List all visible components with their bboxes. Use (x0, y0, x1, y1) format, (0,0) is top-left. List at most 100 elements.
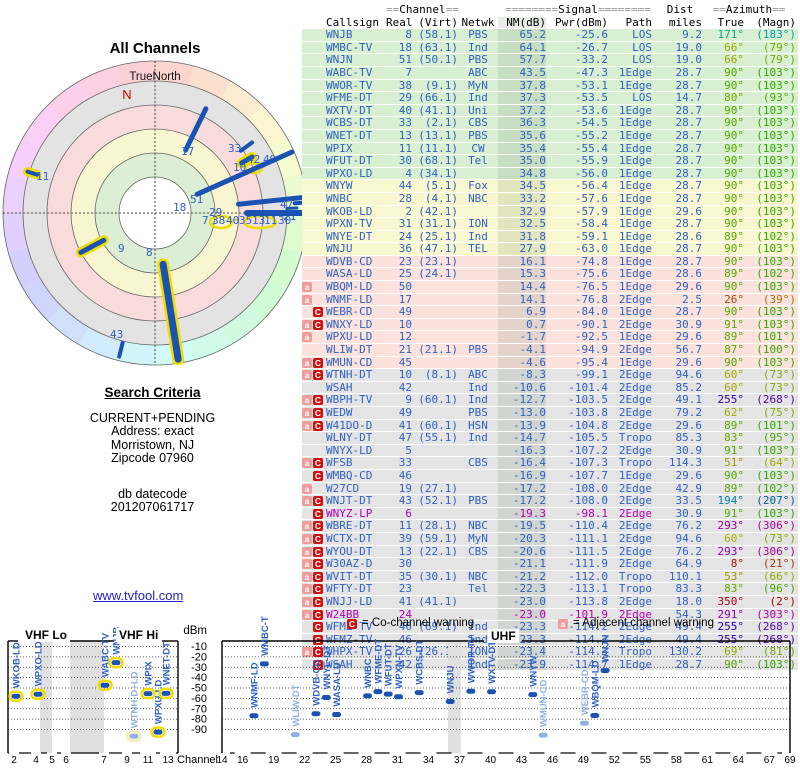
callsign-cell: WFUT-DT (326, 154, 373, 168)
co-channel-warning-icon: C (347, 618, 357, 629)
search-criteria-heading: Search Criteria (104, 385, 201, 400)
table-header-columns: Callsign Real (Virt) Netwk NM(dB) Pwr(dBm) Pat… (302, 16, 798, 30)
co-channel-warning-icon: C (313, 571, 323, 582)
adjacent-channel-warning-icon: a (302, 420, 312, 431)
channel-tick-label: 55 (640, 755, 652, 766)
callsign-cell: WNYW (326, 179, 353, 193)
co-channel-warning-icon: C (313, 370, 323, 381)
co-channel-warning-icon: C (313, 546, 323, 557)
radar-signal-bar (117, 341, 125, 359)
radar-sector (221, 81, 263, 120)
table-row: a C W30AZ-D 30 -21.1 -111.9 2Edge 64.9 8° (21°) (302, 558, 798, 571)
table-row: a C WYOU-DT 13 (22.1) CBS -20.6 -111.5 2Edge 76.2… (302, 544, 798, 559)
table-row: WNYE-DT 24 (25.1) Ind 31.8 -59.1 1Edge 28.6 89°(… (302, 231, 798, 244)
table-row: a WPXU-LD 12 -1.7 -92.5 1Edge 29.6 89° (101°) (302, 331, 798, 345)
station-label: WCBS-DT (415, 640, 426, 685)
station-signal-bar (259, 661, 269, 667)
table-row: WNJN 51 (50.1) PBS 57.7 -33.2 LOS 19.0 66° (79°) (302, 54, 798, 67)
adjacent-channel-warning-icon: a (302, 571, 312, 582)
table-row: CWFMZ-TV46(69.1)Ind-23.3-114.22Edge49.42… (302, 621, 798, 634)
station-signal-bar (363, 693, 373, 699)
callsign-cell: WPIX (326, 141, 353, 155)
channel-tick-label: 16 (237, 755, 249, 766)
channel-tick-label: 19 (268, 755, 280, 766)
callsign-cell: WMUN-CD (326, 355, 373, 369)
table-row: a C WBPH-TV 9 (60.1) Ind -12.7 -103.5 2Edge 49.1 2… (302, 394, 798, 407)
station-signal-bar (129, 733, 139, 739)
search-address: Address: exact (111, 424, 194, 438)
station-signal-bar (394, 694, 404, 700)
station-label: WMUN-CD (539, 679, 550, 727)
callsign-cell: WTNH-DT (326, 368, 373, 382)
channel-tick-label: 22 (299, 755, 311, 766)
station-label: WNJU (446, 665, 457, 693)
channel-tick-label: 9 (124, 755, 130, 766)
table-row: WNJU 36 (47.1) TEL 27.9 -63.0 1Edge 28.7 90° (103… (302, 243, 798, 256)
station-signal-bar (153, 729, 163, 735)
callsign-cell: WBPH-TV (326, 393, 373, 407)
table-row: a W27CD 19 (27.1) -17.2 -108.0 2Edge 42.9 89° (10… (302, 482, 798, 496)
callsign-cell: WBQM-LD (326, 280, 373, 294)
radar-channel-label: 43 (110, 328, 123, 341)
station-label: WTNH-D+LD (130, 671, 141, 728)
callsign-cell: WNYZ-LP (326, 506, 373, 520)
adjacent-channel-warning-icon: a (302, 496, 312, 507)
co-channel-warning-icon: C (313, 470, 323, 481)
station-label: WNBC (363, 658, 374, 688)
channel-tick-label: 49 (578, 755, 590, 766)
table-row: a C WFSB 33 CBS -16.4 -107.3 Tropo 114.3 51° (64°) (302, 457, 798, 470)
radar-sector (79, 66, 121, 99)
callsign-cell: WFSB (326, 456, 353, 470)
channel-tick-label: 6 (63, 755, 69, 766)
table-row: a C WHPX-TV 26 (26.1) ION -23.4 -114.3 Tropo 130.… (302, 646, 798, 659)
channel-tick-label: 67 (764, 755, 776, 766)
channel-axis-label: Channel (177, 754, 218, 766)
radar-signal-bar (159, 260, 182, 363)
channel-tick-label: 52 (609, 755, 621, 766)
radar-signal-bar (238, 140, 255, 153)
callsign-cell: WNJB (326, 28, 353, 42)
co-channel-warning-icon: C (313, 634, 323, 645)
station-label: WEBR-CD (580, 669, 591, 715)
station-signal-bar (383, 691, 393, 697)
radar-sector (23, 279, 62, 321)
callsign-cell: WNJT-DT (326, 494, 373, 508)
co-channel-warning-icon: C (313, 521, 323, 532)
table-row: WLNY-DT 47 (55.1) Ind -14.7 -105.5 Tropo 85.3 83… (302, 432, 798, 445)
callsign-cell: WMBC-TV (326, 40, 373, 54)
station-label: WABC-TV (101, 632, 112, 677)
station-signal-bar (100, 682, 110, 688)
radar-signal-bar (239, 154, 255, 166)
station-label: WASA-LD (332, 662, 343, 706)
tvfool-website-link[interactable]: www.tvfool.com (93, 588, 184, 603)
station-label: WPXU-LD (154, 680, 165, 724)
table-row: a C WFTY-DT 23 Tel -22.3 -113.1 Tropo 83.3 83° (96… (302, 583, 798, 596)
table-row: WNYX-LD 5 -16.3 -107.2 2Edge 30.9 91° (103°) (302, 445, 798, 458)
callsign-cell: WYOU-DT (326, 544, 373, 558)
callsign-cell: WFME-DT (326, 91, 373, 105)
channel-tick-label: 11 (143, 755, 154, 766)
radar-channel-label: 35 (239, 214, 252, 227)
table-row: a C WNXY-LD 10 0.7 -90.1 2Edge 30.9 91° (103°) (302, 319, 798, 332)
adjacent-channel-legend: a = Adjacent channel warning (558, 617, 714, 629)
station-label: WFUT-DT (384, 643, 395, 686)
adjacent-channel-warning-icon: a (302, 332, 312, 343)
radar-signal-bar (194, 149, 295, 197)
table-row: WKOB-LD 2 (42.1) 32.9 -57.9 1Edge 29.6 90° (103°… (302, 204, 798, 219)
adjacent-channel-warning-icon: a (558, 618, 568, 629)
station-signal-bar (111, 660, 121, 666)
co-channel-warning-icon: C (313, 458, 323, 469)
callsign-cell: WNET-DT (326, 128, 373, 142)
table-row: WMBC-TV 18 (63.1) Ind 64.1 -26.7 LOS 19.0 66° (79… (302, 42, 798, 55)
co-channel-warning-icon: C (313, 307, 323, 318)
db-datecode-value: 201207061717 (110, 500, 195, 514)
dbm-tick-label: -20 (191, 651, 207, 663)
radar-channel-label: 11 (264, 214, 277, 227)
callsign-cell: WKOB-LD (326, 204, 373, 218)
station-signal-bar (161, 690, 171, 696)
co-channel-warning-icon: C (313, 609, 323, 620)
dbm-tick-label: -60 (191, 693, 207, 705)
adjacent-channel-warning-icon: a (302, 647, 312, 658)
radar-channel-label: 42 (247, 153, 260, 166)
table-row: WWOR-TV 38 (9.1) MyN 37.8 -53.1 1Edge 28.7 90° (1… (302, 79, 798, 93)
